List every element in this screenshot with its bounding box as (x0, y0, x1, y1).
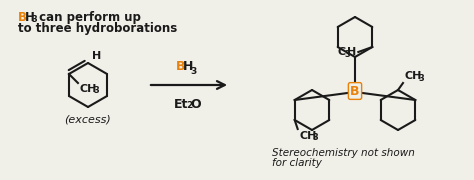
Text: CH: CH (300, 131, 317, 141)
Text: 3: 3 (190, 66, 196, 75)
Text: H: H (25, 10, 35, 24)
Text: for clarity: for clarity (272, 158, 322, 168)
Text: Et: Et (174, 98, 188, 111)
Text: H: H (183, 60, 193, 73)
Text: to three hydroborations: to three hydroborations (18, 21, 177, 35)
Text: 3: 3 (418, 74, 424, 83)
Text: 2: 2 (186, 100, 192, 109)
Text: O: O (190, 98, 201, 111)
Text: 3: 3 (313, 133, 319, 142)
Text: 3: 3 (344, 50, 350, 59)
Text: H: H (92, 51, 101, 61)
Text: C: C (337, 47, 346, 57)
Text: CH: CH (405, 71, 422, 81)
Text: H: H (347, 47, 356, 57)
Text: B: B (350, 84, 360, 98)
Text: Stereochemistry not shown: Stereochemistry not shown (272, 148, 415, 158)
Text: can perform up: can perform up (35, 10, 140, 24)
Text: B: B (18, 10, 27, 24)
Text: B: B (176, 60, 185, 73)
Text: 3: 3 (31, 15, 37, 24)
Text: CH: CH (80, 84, 97, 94)
Text: (excess): (excess) (64, 115, 111, 125)
Text: 3: 3 (94, 86, 100, 95)
